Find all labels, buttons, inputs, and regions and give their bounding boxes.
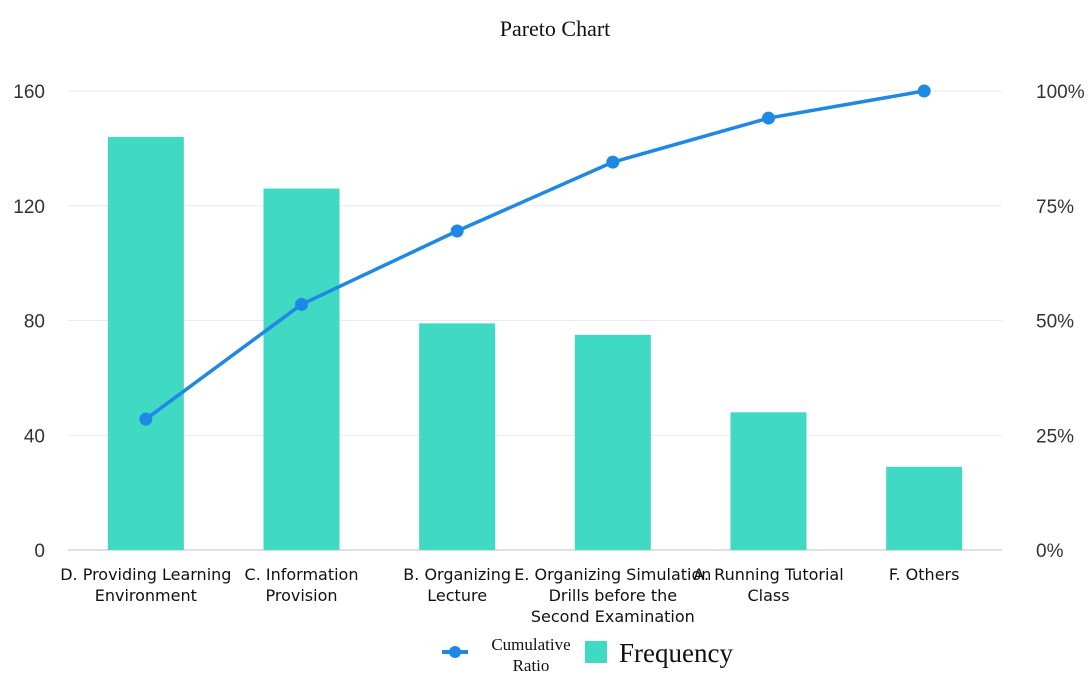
x-tick-label: E. Organizing Simulation Drills before th… [514, 565, 711, 626]
x-tick-label: B. Organizing Lecture [403, 565, 511, 605]
line-point [606, 155, 620, 169]
x-tick-label-line: C. Information [245, 565, 359, 584]
legend-bar-swatch [585, 641, 607, 663]
bar [730, 412, 807, 550]
x-tick-label-line: D. Providing Learning [60, 565, 231, 584]
chart-title: Pareto Chart [500, 16, 611, 41]
y2-tick-label: 100% [1036, 82, 1085, 103]
legend: Cumulative Ratio Frequency [442, 635, 733, 675]
x-tick-label-line: F. Others [889, 565, 960, 584]
x-tick-label-line: Environment [95, 586, 197, 605]
cumulative-line [144, 89, 925, 421]
y-tick-label: 120 [13, 197, 45, 218]
x-tick-label-line: Drills before the [549, 586, 678, 605]
x-tick-label-line: Provision [265, 586, 337, 605]
y2-tick-label: 50% [1036, 312, 1074, 333]
x-tick-label-line: Class [747, 586, 789, 605]
x-tick-label: F. Others [889, 565, 960, 584]
y-axis-right: 0% 25% 50% 75% 100% [1036, 82, 1085, 562]
x-tick-label: C. Information Provision [245, 565, 359, 605]
line-point [295, 297, 308, 311]
line-series [139, 84, 931, 426]
legend-line-dot [449, 646, 461, 658]
y-tick-label: 0 [34, 541, 45, 562]
line-point [917, 84, 931, 98]
bar [886, 466, 963, 550]
line-point [139, 412, 153, 426]
bar [419, 323, 496, 550]
grid [68, 90, 1002, 551]
x-tick-label-line: Lecture [427, 586, 487, 605]
x-tick-label-line: B. Organizing [403, 565, 511, 584]
bar-series [107, 136, 963, 550]
line-point [450, 224, 464, 238]
y-tick-label: 80 [24, 312, 45, 333]
y-tick-label: 40 [24, 426, 45, 447]
y2-tick-label: 75% [1036, 197, 1074, 218]
x-tick-label-line: Second Examination [531, 607, 695, 626]
legend-line-label-2: Ratio [513, 656, 550, 675]
y2-tick-label: 0% [1036, 541, 1064, 562]
y-axis-left: 0 40 80 120 160 [13, 82, 45, 562]
y-tick-label: 160 [13, 82, 45, 103]
x-tick-label: D. Providing Learning Environment [60, 565, 231, 605]
legend-line-label-1: Cumulative [491, 635, 570, 654]
x-tick-label-line: E. Organizing Simulation [514, 565, 711, 584]
x-axis: D. Providing Learning Environment C. Infor… [60, 565, 959, 626]
bar [107, 136, 184, 550]
x-tick-label: A. Running Tutorial Class [693, 565, 843, 605]
bar [263, 188, 340, 550]
y2-tick-label: 25% [1036, 426, 1074, 447]
legend-bar-label: Frequency [619, 638, 733, 668]
bar [574, 334, 651, 550]
line-point [762, 111, 775, 125]
x-tick-label-line: A. Running Tutorial [693, 565, 843, 584]
